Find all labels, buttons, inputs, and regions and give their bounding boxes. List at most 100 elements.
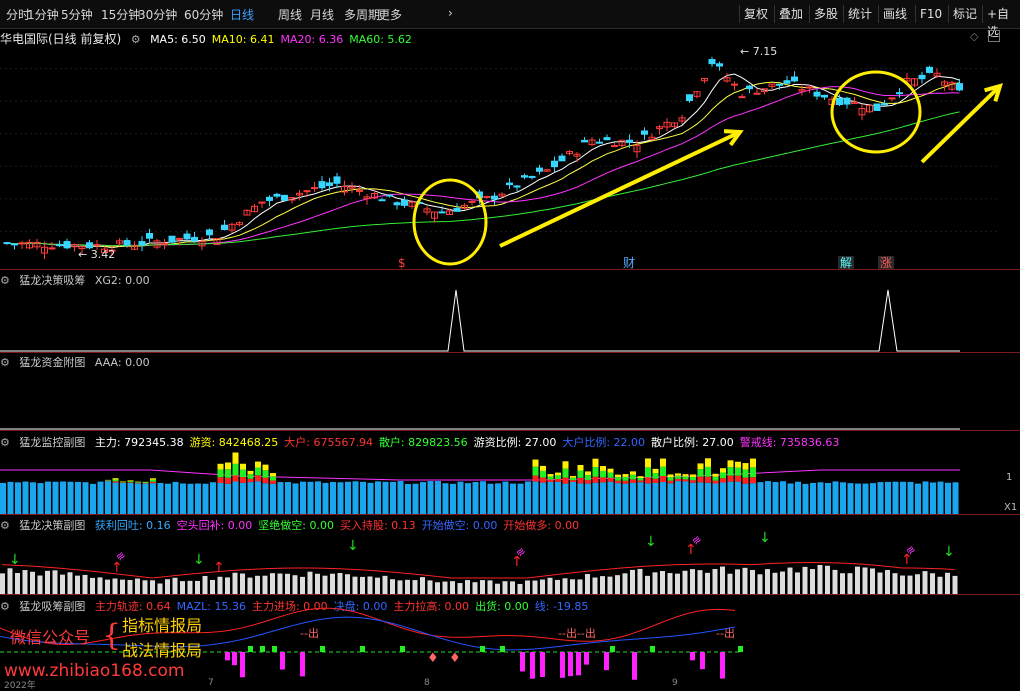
main-force-bar	[278, 482, 284, 514]
main-force-bar	[720, 482, 726, 514]
shipment-bar	[520, 652, 525, 671]
hot-money-bar	[690, 474, 696, 476]
panel1-chart[interactable]	[0, 272, 1020, 352]
period-tab-2[interactable]: 5分钟	[61, 6, 93, 23]
main-force-bar	[180, 483, 186, 514]
large-holder-bar	[683, 479, 689, 481]
decision-bar	[690, 569, 695, 594]
decision-bar	[600, 576, 605, 594]
retail-bar	[660, 467, 666, 476]
retail-bar	[135, 482, 141, 483]
decision-bar	[120, 580, 125, 594]
panel4-chart[interactable]: ↓↓↓↓↓↓↑↑↑↑↑≋≋≋≋	[0, 514, 1020, 594]
candle	[439, 212, 445, 213]
main-force-bar	[593, 483, 599, 514]
sell-arrow-icon: ↓	[943, 544, 955, 560]
decision-bar	[218, 577, 223, 594]
decision-bar	[525, 580, 530, 594]
toolbar-button-5[interactable]: F10	[915, 5, 946, 23]
decision-bar	[443, 582, 448, 594]
main-force-bar	[428, 481, 434, 514]
retail-bar	[638, 478, 644, 480]
sell-arrow-icon: ↓	[193, 552, 205, 568]
main-force-bar	[345, 482, 351, 514]
candle	[402, 200, 408, 205]
decision-bar	[90, 578, 95, 594]
ma60-line	[7, 112, 960, 246]
main-force-bar	[608, 482, 614, 514]
decision-bar	[98, 577, 103, 594]
main-force-bar	[660, 482, 666, 514]
period-tab-5[interactable]: 60分钟	[184, 6, 223, 23]
decision-bar	[563, 578, 568, 594]
toolbar-button-1[interactable]: 叠加	[774, 5, 807, 23]
main-force-bar	[285, 482, 291, 514]
period-tab-8[interactable]: 月线	[310, 6, 334, 23]
large-holder-bar	[570, 480, 576, 482]
main-force-bar	[495, 483, 501, 514]
period-tab-1[interactable]: 1分钟	[27, 6, 59, 23]
decision-bar	[780, 572, 785, 594]
watermark-label-2: 战法情报局	[122, 637, 202, 661]
toolbar-button-7[interactable]: +自选	[982, 5, 1020, 23]
period-tab-4[interactable]: 30分钟	[138, 6, 177, 23]
main-force-bar	[615, 483, 621, 514]
candle	[552, 161, 558, 166]
decision-bar	[435, 582, 440, 594]
panel3-axis-label2: X1	[1004, 502, 1017, 513]
shipment-bar	[720, 652, 725, 679]
more-chevron-icon[interactable]: ›	[448, 6, 453, 20]
period-tab-6[interactable]: 日线	[230, 6, 254, 23]
inflow-bar	[272, 646, 277, 652]
large-holder-bar	[270, 481, 276, 484]
main-force-bar	[203, 484, 209, 514]
decision-bar	[195, 581, 200, 594]
candle	[792, 77, 798, 81]
out-label-0: --出	[300, 626, 319, 640]
decision-bar	[300, 577, 305, 594]
retail-bar	[743, 469, 749, 477]
toolbar-button-2[interactable]: 多股	[809, 5, 842, 23]
decision-bar	[930, 573, 935, 594]
large-holder-bar	[698, 477, 704, 483]
decision-bar	[83, 575, 88, 594]
toolbar-button-3[interactable]: 统计	[843, 5, 876, 23]
main-force-bar	[818, 482, 824, 514]
large-holder-bar	[555, 479, 561, 482]
candle	[394, 203, 400, 205]
panel2-chart[interactable]	[0, 352, 1020, 430]
candlestick-chart[interactable]: ← 7.15← 3.42$财解涨	[0, 28, 1020, 270]
hot-money-bar	[720, 468, 726, 472]
toolbar-button-4[interactable]: 画线	[878, 5, 911, 23]
decision-bar	[540, 580, 545, 594]
candle	[192, 237, 198, 241]
candle	[627, 140, 633, 142]
hot-money-bar	[248, 471, 254, 474]
period-tab-9[interactable]: 多周期	[344, 6, 380, 23]
hot-money-bar	[593, 459, 599, 467]
candle	[169, 236, 175, 242]
retail-bar	[735, 468, 741, 476]
large-holder-bar	[623, 481, 629, 484]
panel3-chart[interactable]	[0, 430, 1020, 514]
hot-money-bar	[225, 462, 231, 469]
candle	[784, 81, 790, 84]
period-tab-3[interactable]: 15分钟	[101, 6, 140, 23]
hot-money-bar	[728, 460, 734, 467]
main-force-bar	[698, 482, 704, 514]
toolbar-button-6[interactable]: 标记	[948, 5, 981, 23]
period-tab-10[interactable]: 更多	[378, 6, 402, 23]
retail-bar	[600, 471, 606, 478]
main-force-bar	[323, 483, 329, 514]
sell-arrow-icon: ↓	[759, 530, 771, 546]
retail-bar	[608, 473, 614, 478]
shipment-bar	[604, 652, 609, 670]
date-label-jul: 7	[208, 678, 214, 688]
candle	[469, 201, 475, 202]
period-tab-7[interactable]: 周线	[278, 6, 302, 23]
candle	[529, 176, 535, 177]
decision-bar	[390, 579, 395, 594]
toolbar-button-0[interactable]: 复权	[739, 5, 772, 23]
main-force-bar	[338, 482, 344, 514]
main-force-bar	[413, 484, 419, 514]
